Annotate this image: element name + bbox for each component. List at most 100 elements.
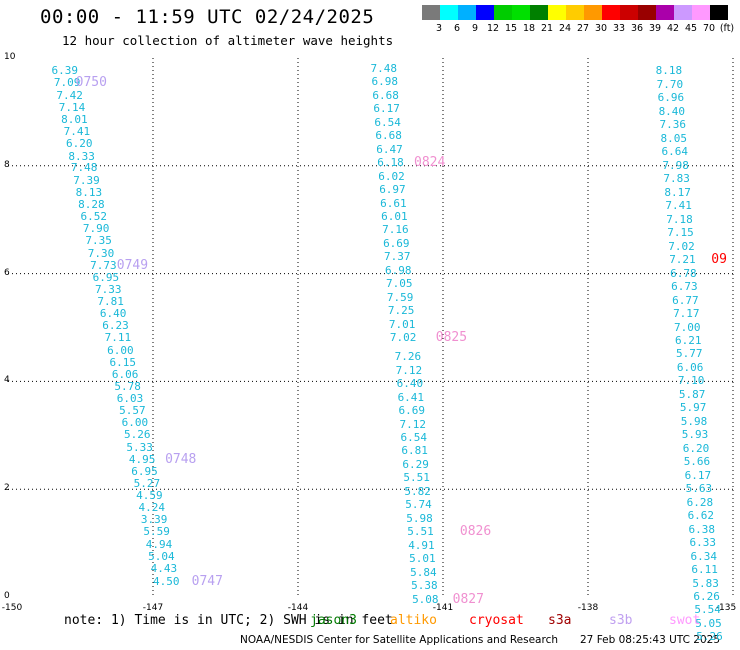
wave-height-value: 6.98 [371,75,398,89]
wave-height-value: 5.26 [124,428,151,442]
wave-height-value: 8.05 [660,131,688,145]
y-tick-label: 0 [4,591,10,601]
wave-height-value: 7.73 [90,258,117,272]
wave-height-value: 6.06 [111,367,139,381]
colorbar-label: 24 [558,23,572,34]
wave-height-value: 5.83 [692,576,719,590]
colorbar-label: 36 [630,23,644,34]
wave-height-value: 6.47 [376,142,403,156]
map-subtitle: 12 hour collection of altimeter wave hei… [62,33,394,48]
wave-height-value: 5.51 [403,471,430,485]
wave-height-value: 7.37 [384,250,411,264]
wave-height-value: 7.18 [666,212,693,226]
wave-height-value: 4.94 [145,537,173,551]
wave-height-value: 7.48 [370,61,398,75]
pass-time-label: 0827 [452,591,484,607]
wave-height-value: 6.81 [401,444,428,458]
pass-time-label: 0748 [165,451,197,467]
colorbar-swatch [656,5,674,20]
mission-legend-item: s3b [609,613,633,628]
y-tick-label: 2 [4,483,10,494]
colorbar-swatch [674,5,692,20]
wave-height-value: 6.40 [99,307,127,321]
wave-height-value: 4.95 [128,452,156,466]
wave-height-value: 5.04 [148,549,175,563]
colorbar-swatch [692,5,710,20]
colorbar-label: 45 [684,23,698,34]
wave-height-value: 5.63 [685,482,713,496]
wave-height-value: 7.35 [85,234,112,248]
wave-height-value: 6.54 [374,115,401,129]
wave-height-value: 5.05 [695,616,722,630]
colorbar-swatch [602,5,620,20]
wave-height-value: 5.27 [133,476,161,490]
wave-height-value: 6.18 [377,156,404,170]
wave-height-value: 6.69 [398,404,426,418]
x-tick-label: -144 [287,603,309,613]
wave-height-value: 7.30 [87,246,115,260]
mission-legend-item: cryosat [469,613,524,628]
colorbar-label: 3 [435,23,443,34]
wave-height-value: 5.77 [675,347,703,361]
x-tick-label: -138 [577,603,599,613]
wave-height-value: 7.05 [385,277,413,291]
wave-height-value: 6.03 [116,392,144,406]
wave-height-value: 6.33 [689,536,717,550]
wave-height-value: 7.00 [674,320,701,334]
colorbar-swatch [530,5,548,20]
wave-height-value: 6.95 [131,464,158,478]
colorbar-label: 70 [702,23,716,34]
wave-height-value: 5.87 [678,387,706,401]
wave-height-value: 6.73 [671,280,698,294]
credit-timestamp: 27 Feb 08:25:43 UTC 2025 [580,634,720,646]
colorbar-swatch [458,5,476,20]
wave-height-value: 6.20 [682,441,710,455]
wave-height-value: 6.77 [672,293,699,307]
wave-height-value: 5.66 [683,455,711,469]
wave-height-value: 3.39 [140,513,168,527]
wave-height-value: 7.15 [667,226,694,240]
colorbar-label: 18 [522,23,536,34]
wave-height-value: 6.40 [396,377,424,391]
wave-height-value: 8.40 [658,104,686,118]
wave-height-value: 6.01 [381,210,408,223]
wave-height-value: 7.17 [673,307,700,321]
wave-height-value: 6.21 [675,333,702,347]
pass-time-label: 0824 [414,155,446,171]
colorbar-label: 9 [471,23,479,34]
y-tick-label: 6 [4,267,10,278]
wave-height-value: 5.84 [410,565,437,579]
wave-height-value: 4.43 [150,561,178,575]
map-title: 00:00 - 11:59 UTC 02/24/2025 [40,6,375,28]
colorbar-swatch [638,5,656,20]
wave-height-value: 7.33 [95,282,122,296]
colorbar-label: (ft) [719,23,735,34]
wave-height-value: 6.78 [670,266,697,280]
pass-time-label: 0749 [116,257,149,273]
wave-height-value: 7.21 [669,253,696,267]
wave-height-value: 6.97 [379,183,406,197]
wave-height-value: 7.02 [389,331,417,345]
wave-height-value: 7.01 [388,317,416,331]
colorbar-label: 15 [504,23,518,34]
wave-height-value: 6.02 [378,169,405,183]
wave-height-value: 6.38 [688,522,716,536]
wave-height-value: 6.68 [372,88,399,102]
wave-height-value: 7.12 [395,363,423,377]
wave-height-value: 5.01 [409,552,436,566]
wave-height-value: 6.95 [92,270,120,284]
wave-height-value: 7.90 [82,222,110,236]
wave-height-value: 6.00 [121,416,149,430]
colorbar-swatch [620,5,638,20]
wave-height-value: 6.11 [691,563,718,577]
pass-time-label: 0825 [435,330,468,346]
pass-time-label: 0826 [459,524,492,540]
wave-height-value: 7.98 [662,158,689,172]
y-tick-label: 10 [4,52,16,62]
wave-height-value: 5.08 [412,592,439,606]
wave-height-value: 6.62 [687,509,715,523]
wave-height-value: 7.59 [386,290,414,304]
wave-height-value: 4.59 [136,489,163,503]
wave-height-value: 6.29 [402,457,429,471]
wave-height-value: 7.41 [63,125,91,139]
